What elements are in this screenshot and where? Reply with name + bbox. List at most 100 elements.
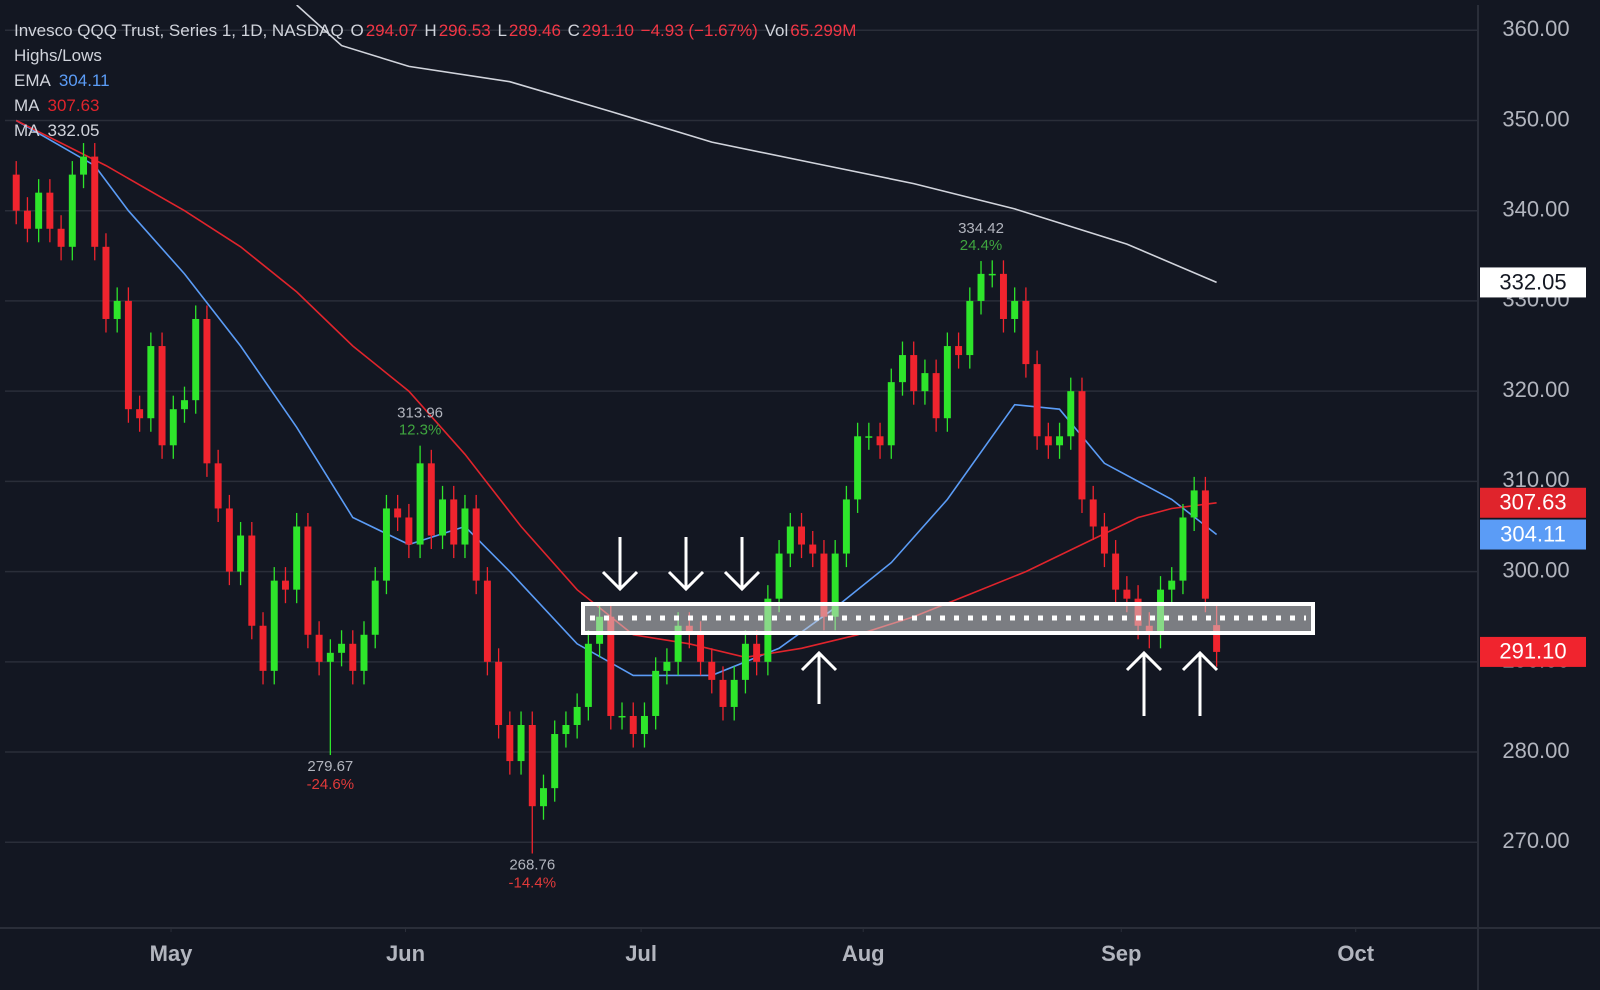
candle-body (461, 508, 469, 545)
quote-letter: C (567, 21, 580, 40)
ma-line (15, 119, 1217, 659)
candle-body (1056, 436, 1064, 446)
legend-value: 307.63 (47, 96, 100, 115)
candle-body (719, 679, 727, 707)
y-tick-label: 340.00 (1502, 197, 1569, 222)
candle-body (629, 715, 637, 735)
candle-body (1067, 391, 1075, 437)
high-change: 12.3% (399, 422, 442, 439)
x-tick-label: Jul (625, 941, 657, 966)
candle-body (203, 318, 211, 464)
candle-body (12, 174, 20, 211)
quote-letter: L (497, 21, 507, 40)
header-row: Invesco QQQ Trust, Series 1, 1D, NASDAQ … (14, 18, 858, 43)
candle-body (214, 463, 222, 509)
price-tag-box (1480, 519, 1586, 550)
candle-body (237, 535, 245, 572)
candle-body (798, 526, 805, 545)
candle-body (1044, 436, 1052, 446)
quote-close: 291.10 (581, 21, 634, 40)
candle-body (394, 508, 402, 518)
candle-body (57, 228, 65, 247)
candle-body (663, 661, 671, 671)
candle-body (136, 409, 144, 419)
candle-body (640, 715, 648, 735)
legend-value: 304.11 (58, 71, 110, 90)
candle-body (1033, 364, 1041, 437)
candle-body (584, 643, 592, 707)
candle-body (405, 517, 413, 545)
candles (12, 143, 1221, 854)
candle-body (495, 661, 503, 725)
candle-body (1213, 625, 1221, 652)
grid (5, 29, 1478, 844)
arrow-up (800, 650, 838, 704)
candle-body (674, 625, 682, 662)
candle-body (921, 373, 929, 392)
price-tag: 291.10 (1499, 639, 1566, 664)
quote-open: 294.07 (365, 21, 418, 40)
candle-body (562, 724, 570, 735)
candle-body (517, 724, 525, 762)
candle-body (607, 616, 615, 716)
candle-body (910, 355, 918, 392)
candle-body (1100, 526, 1108, 554)
candle-body (1168, 580, 1176, 590)
candle-body (371, 580, 379, 635)
candle-body (753, 643, 761, 662)
candle-body (887, 382, 895, 446)
quote-low: 289.46 (508, 21, 561, 40)
candle-body (618, 715, 626, 718)
candle-body (966, 300, 974, 356)
x-tick-label: Aug (842, 941, 885, 966)
low-change: -24.6% (307, 776, 355, 793)
candle-body (416, 463, 424, 545)
candle-body (506, 724, 514, 762)
highs-lows: Highs/Lows (14, 46, 102, 65)
series-rows: EMA 304.11 MA 307.63 MA 332.05 (14, 68, 858, 143)
legend-row: MA 332.05 (14, 118, 858, 143)
candle-body (820, 553, 828, 617)
candle-body (999, 273, 1007, 319)
candle-body (955, 346, 963, 356)
candle-body (293, 526, 301, 590)
candle-body (450, 499, 458, 545)
high-label: 313.96 (397, 405, 443, 422)
candle-body (1078, 391, 1086, 500)
candle-body (809, 544, 817, 554)
price-tag: 304.11 (1500, 521, 1566, 546)
volume-value: 65.299M (790, 21, 857, 40)
candle-body (854, 436, 862, 500)
candle-body (1022, 300, 1030, 365)
drawings (581, 537, 1315, 716)
candle-body (483, 580, 491, 662)
candle-body (248, 535, 256, 626)
y-tick-label: 270.00 (1502, 828, 1569, 853)
candle-body (169, 409, 177, 446)
candle-body (573, 706, 581, 725)
arrow-down (601, 537, 639, 592)
candle-body (46, 192, 54, 229)
candle-body (270, 580, 278, 671)
candle-body (259, 625, 267, 671)
candle-body (540, 788, 547, 807)
candle-body (1089, 499, 1097, 527)
legend-name: EMA (14, 71, 51, 90)
candle-body (988, 273, 996, 276)
arrow-up (1125, 650, 1163, 716)
low-change: -14.4% (509, 874, 557, 891)
low-label: 279.67 (307, 758, 353, 775)
x-tick-label: Oct (1337, 941, 1374, 966)
candle-body (91, 156, 99, 247)
candle-body (741, 643, 749, 680)
candle-body (23, 210, 31, 229)
high-change: 24.4% (960, 237, 1003, 254)
candle-body (652, 670, 660, 716)
candle-body (113, 300, 121, 319)
candle-body (1112, 553, 1120, 590)
candle-body (708, 661, 716, 680)
price-tag-box (1480, 487, 1586, 518)
candle-body (786, 526, 794, 554)
candle-body (192, 318, 200, 401)
